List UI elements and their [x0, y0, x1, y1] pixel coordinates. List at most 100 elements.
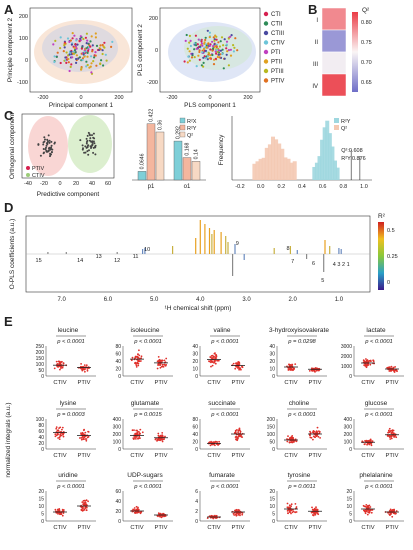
opls-point-ctiv — [94, 144, 97, 147]
r2-colorbar-label: R² — [378, 213, 386, 220]
ctiv-point — [214, 356, 217, 359]
ctiv-point — [363, 509, 365, 512]
pca-point — [86, 39, 89, 42]
y-tick: 20 — [192, 440, 198, 446]
ptiv-point — [80, 438, 83, 441]
ptiv-point — [83, 436, 86, 439]
p-value: p < 0.0001 — [364, 339, 393, 345]
pca-point — [74, 43, 77, 46]
hist-ylabel: Frequency — [218, 134, 225, 165]
ptiv-point — [83, 509, 85, 511]
pls-point — [189, 44, 192, 48]
pls-point — [229, 48, 232, 51]
ptiv-point — [311, 506, 313, 509]
pls-point — [195, 44, 198, 47]
pca-point — [84, 36, 87, 39]
pca-point — [93, 56, 96, 59]
ptiv-point — [388, 427, 391, 430]
pls-point — [188, 41, 191, 44]
hist-bar-q2 — [255, 161, 260, 180]
ptiv-point — [79, 437, 81, 439]
spectrum-xtick: 4.0 — [196, 297, 205, 303]
pls-point — [198, 49, 201, 52]
opls-point-ctiv — [86, 134, 89, 137]
ptiv-point — [234, 367, 237, 370]
ctiv-point — [362, 504, 365, 507]
pca-point — [53, 55, 56, 58]
ptiv-point — [238, 363, 241, 365]
y-tick: 60 — [38, 429, 44, 435]
legend-ctiv: CTIV — [32, 173, 45, 179]
ptiv-point — [156, 367, 159, 370]
pca-point — [94, 32, 97, 35]
pls-point — [222, 67, 225, 70]
hist-legend-swatch — [334, 125, 339, 130]
pls-point — [225, 53, 228, 56]
opls-point-ctiv — [85, 137, 88, 140]
opls-point-ptiv — [37, 143, 40, 146]
bar-value-label: 0.0646 — [140, 153, 146, 169]
y-tick: 250 — [36, 344, 45, 350]
ctiv-point — [370, 444, 373, 447]
ptiv-point — [84, 370, 86, 373]
opls-point-ctiv — [91, 134, 93, 137]
plot-title: isoleucine — [131, 327, 160, 334]
plot-title: glucose — [365, 400, 388, 407]
hist-bar-q2 — [261, 157, 266, 180]
y-tick: 15 — [269, 497, 275, 503]
pls-point — [209, 54, 212, 57]
ctiv-point — [137, 364, 140, 367]
group-label-ptiv: PTIV — [232, 453, 245, 459]
pca-point — [85, 32, 88, 35]
ptiv-point — [86, 369, 89, 372]
ctiv-point — [59, 368, 61, 371]
ctiv-point — [215, 359, 217, 362]
ptiv-point — [237, 431, 240, 434]
group-label-ptiv: PTIV — [386, 453, 399, 459]
ctiv-point — [214, 362, 217, 365]
opls-xlabel: Predictive component — [37, 191, 100, 198]
pls-point — [229, 54, 233, 57]
ptiv-point — [163, 438, 165, 441]
ctiv-point — [59, 435, 62, 437]
bar-o1-R²Y — [182, 157, 192, 181]
y-tick: 40 — [115, 499, 121, 505]
hist-legend-label: R²Y — [341, 119, 351, 125]
pca-point — [83, 55, 86, 58]
plot-title: lysine — [60, 400, 77, 407]
ptiv-point — [235, 512, 238, 514]
ctiv-point — [287, 512, 289, 514]
ptiv-point — [85, 439, 88, 442]
pca-point — [87, 48, 90, 51]
y-tick: 20 — [269, 359, 275, 365]
permutation-histogram: -0.2 0.0 0.2 0.4 0.6 0.8 1.0 Frequency Q²:0.608 R… — [218, 116, 372, 190]
y-tick: 40 — [115, 359, 121, 365]
opls-point-ptiv — [43, 140, 46, 143]
colorbar-tick: 0.80 — [361, 20, 372, 26]
ctiv-point — [209, 444, 212, 447]
ctiv-point — [133, 507, 136, 509]
ptiv-point — [317, 513, 320, 516]
p-value: p < 0.0001 — [56, 339, 85, 345]
pls-point — [188, 59, 191, 62]
y-tick: 150 — [267, 425, 276, 431]
pca-point — [89, 65, 92, 68]
pls-ytick: 200 — [149, 16, 158, 22]
y-tick: 5 — [272, 512, 275, 518]
ptiv-point — [395, 510, 398, 512]
ptiv-point — [395, 369, 398, 372]
group-label-ptiv: PTIV — [386, 525, 399, 531]
hist-bar-r2y — [335, 167, 340, 180]
ptiv-point — [308, 370, 311, 372]
opls-point-ptiv — [42, 143, 45, 146]
pca-point — [67, 61, 70, 64]
pls-point — [188, 34, 191, 38]
spectrum-xtick: 5.0 — [150, 297, 159, 303]
legend-ptiii: PTIII — [271, 69, 284, 75]
hist-legend-swatch — [334, 118, 339, 123]
opls-point-ctiv — [89, 145, 92, 148]
